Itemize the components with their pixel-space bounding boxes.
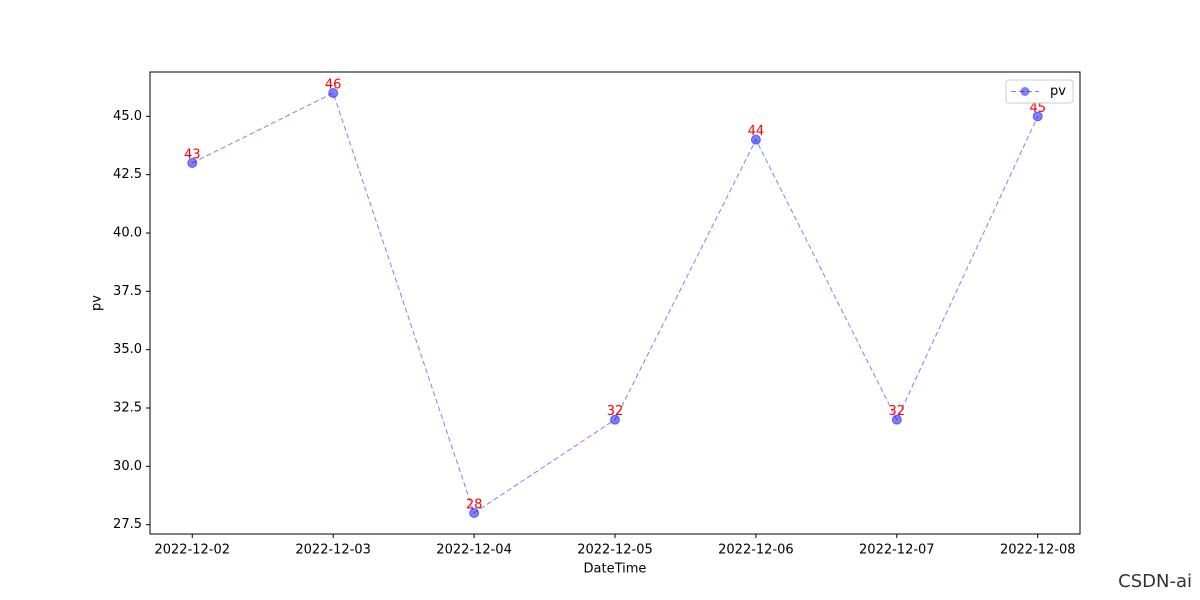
marker xyxy=(750,134,761,145)
x-tick-label: 2022-12-04 xyxy=(436,543,512,558)
legend-label: pv xyxy=(1050,84,1066,99)
x-tick-label: 2022-12-08 xyxy=(1000,543,1076,558)
value-label: 32 xyxy=(889,404,906,419)
marker xyxy=(187,158,198,168)
x-tick-label: 2022-12-03 xyxy=(295,543,371,558)
y-tick-label: 32.5 xyxy=(113,401,142,416)
value-label: 45 xyxy=(1029,101,1046,116)
value-label: 28 xyxy=(466,498,483,513)
y-tick-label: 40.0 xyxy=(113,226,142,241)
y-tick-label: 30.0 xyxy=(113,459,142,474)
value-label: 44 xyxy=(748,124,765,139)
y-axis-label: pv xyxy=(90,295,105,311)
x-tick-label: 2022-12-02 xyxy=(154,543,230,558)
x-axis-label: DateTime xyxy=(584,562,647,577)
value-label: 32 xyxy=(607,404,624,419)
y-tick-label: 45.0 xyxy=(113,109,142,124)
y-tick-label: 35.0 xyxy=(113,342,142,357)
y-tick-label: 42.5 xyxy=(113,167,142,182)
watermark: CSDN-ai xyxy=(1118,571,1192,592)
marker xyxy=(610,414,620,425)
x-tick-label: 2022-12-07 xyxy=(859,543,935,558)
value-label: 43 xyxy=(184,148,201,163)
marker xyxy=(469,508,480,518)
legend-marker xyxy=(1020,87,1030,96)
legend-box xyxy=(1005,79,1074,104)
y-tick-label: 27.5 xyxy=(113,517,142,532)
y-tick-label: 37.5 xyxy=(113,284,142,299)
marker xyxy=(328,88,339,98)
marker xyxy=(1032,111,1043,122)
x-tick-label: 2022-12-05 xyxy=(577,543,653,558)
value-label: 46 xyxy=(325,78,342,93)
marker xyxy=(891,414,902,425)
plot-frame xyxy=(149,71,1081,535)
x-tick-label: 2022-12-06 xyxy=(718,543,794,558)
